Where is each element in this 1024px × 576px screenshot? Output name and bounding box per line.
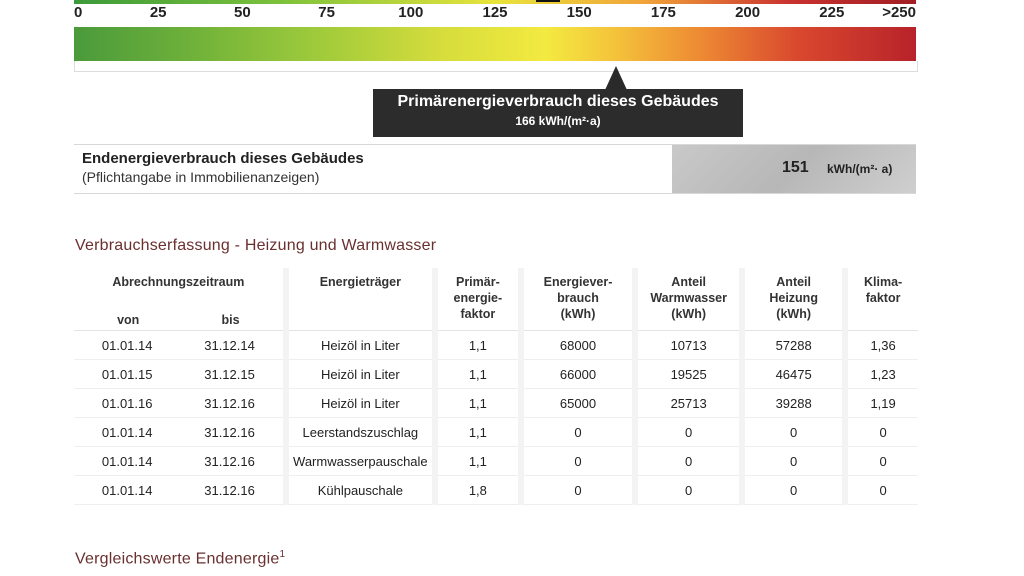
header-faktor: Primär- energie- faktor bbox=[431, 268, 521, 331]
cell-faktor: 1,1 bbox=[431, 446, 521, 476]
table-header-row: Abrechnungszeitraum von bis Energieträge… bbox=[74, 268, 918, 331]
cell-klima: 1,36 bbox=[842, 330, 918, 360]
section-title-vergleichswerte: Vergleichswerte Endenergie1 bbox=[75, 549, 286, 568]
cell-verbrauch: 66000 bbox=[517, 359, 636, 389]
cell-von: 01.01.14 bbox=[101, 424, 153, 440]
header-warmwasser: Anteil Warmwasser (kWh) bbox=[632, 268, 743, 331]
section-title-verbrauchserfassung: Verbrauchserfassung - Heizung und Warmwa… bbox=[75, 237, 437, 254]
cell-warmwasser: 0 bbox=[632, 446, 743, 476]
end-energy-row: Endenergieverbrauch dieses Gebäudes (Pfl… bbox=[74, 144, 916, 194]
cell-faktor: 1,1 bbox=[431, 388, 521, 418]
cell-traeger: Kühlpauschale bbox=[282, 475, 435, 505]
table-row: 01.01.15 31.12.15 Heizöl in Liter 1,1 66000 1… bbox=[74, 359, 918, 389]
cell-faktor: 1,8 bbox=[431, 475, 521, 505]
cell-von: 01.01.14 bbox=[101, 453, 153, 469]
end-energy-value-box: 151 kWh/(m²· a) bbox=[672, 145, 916, 193]
scale-tick-label: 150 bbox=[566, 4, 592, 21]
cell-verbrauch: 0 bbox=[517, 475, 636, 505]
cell-heizung: 57288 bbox=[739, 330, 846, 360]
end-energy-value: 151 bbox=[782, 159, 809, 176]
cell-warmwasser: 0 bbox=[632, 417, 743, 447]
cell-klima: 0 bbox=[842, 446, 918, 476]
cell-heizung: 0 bbox=[739, 446, 846, 476]
table-row: 01.01.14 31.12.16 Warmwasserpauschale 1,1 0 0… bbox=[74, 446, 918, 476]
cell-verbrauch: 0 bbox=[517, 417, 636, 447]
cell-traeger: Heizöl in Liter bbox=[282, 359, 435, 389]
header-bis: bis bbox=[221, 313, 240, 327]
cell-traeger: Heizöl in Liter bbox=[282, 388, 435, 418]
cell-bis: 31.12.14 bbox=[204, 337, 255, 353]
cell-traeger: Leerstandszuschlag bbox=[282, 417, 435, 447]
energy-scale-top-strip bbox=[74, 0, 916, 4]
primary-energy-pointer bbox=[605, 66, 627, 90]
cell-von: 01.01.15 bbox=[101, 366, 153, 382]
cell-faktor: 1,1 bbox=[431, 359, 521, 389]
scale-tick-label: 100 bbox=[398, 4, 424, 21]
table-row: 01.01.14 31.12.16 Kühlpauschale 1,8 0 0 0 0 bbox=[74, 475, 918, 505]
table-row: 01.01.14 31.12.14 Heizöl in Liter 1,1 68000 1… bbox=[74, 330, 918, 360]
cell-bis: 31.12.15 bbox=[204, 366, 255, 382]
primary-energy-title: Primärenergieverbrauch dieses Gebäudes bbox=[397, 93, 719, 110]
table-row: 01.01.16 31.12.16 Heizöl in Liter 1,1 65000 2… bbox=[74, 388, 918, 418]
scale-tick-label: 175 bbox=[650, 4, 676, 21]
cell-klima: 1,23 bbox=[842, 359, 918, 389]
cell-bis: 31.12.16 bbox=[204, 482, 255, 498]
header-traeger: Energieträger bbox=[282, 268, 435, 331]
scale-tick-label: 125 bbox=[482, 4, 508, 21]
scale-tick-label: 225 bbox=[819, 4, 845, 21]
scale-tick-label: 25 bbox=[149, 4, 167, 21]
header-period: Abrechnungszeitraum von bis bbox=[74, 268, 286, 331]
cell-von: 01.01.14 bbox=[101, 337, 153, 353]
table-row: 01.01.14 31.12.16 Leerstandszuschlag 1,1 0 0 0… bbox=[74, 417, 918, 447]
cell-warmwasser: 19525 bbox=[632, 359, 743, 389]
scale-tick-label: 0 bbox=[74, 4, 83, 21]
end-energy-unit: kWh/(m²· a) bbox=[827, 162, 893, 176]
scale-tick-label: 50 bbox=[234, 4, 251, 21]
cell-verbrauch: 68000 bbox=[517, 330, 636, 360]
cell-klima: 0 bbox=[842, 475, 918, 505]
cell-verbrauch: 0 bbox=[517, 446, 636, 476]
cell-klima: 0 bbox=[842, 417, 918, 447]
cell-faktor: 1,1 bbox=[431, 330, 521, 360]
cell-heizung: 0 bbox=[739, 417, 846, 447]
end-energy-title: Endenergieverbrauch dieses Gebäudes bbox=[82, 150, 364, 167]
cell-traeger: Heizöl in Liter bbox=[282, 330, 435, 360]
cell-heizung: 46475 bbox=[739, 359, 846, 389]
header-von: von bbox=[117, 313, 140, 327]
cell-verbrauch: 65000 bbox=[517, 388, 636, 418]
cell-heizung: 0 bbox=[739, 475, 846, 505]
end-energy-subtitle: (Pflichtangabe in Immobilienanzeigen) bbox=[82, 169, 320, 185]
cell-warmwasser: 0 bbox=[632, 475, 743, 505]
scale-tick-label: 75 bbox=[318, 4, 335, 21]
header-klima: Klima- faktor bbox=[842, 268, 918, 331]
cell-warmwasser: 10713 bbox=[632, 330, 743, 360]
scale-marker bbox=[536, 0, 560, 2]
cell-klima: 1,19 bbox=[842, 388, 918, 418]
consumption-table: Abrechnungszeitraum von bis Energieträge… bbox=[74, 268, 918, 505]
cell-von: 01.01.16 bbox=[101, 395, 153, 411]
cell-bis: 31.12.16 bbox=[204, 395, 255, 411]
cell-bis: 31.12.16 bbox=[204, 453, 255, 469]
cell-traeger: Warmwasserpauschale bbox=[282, 446, 435, 476]
cell-faktor: 1,1 bbox=[431, 417, 521, 447]
cell-heizung: 39288 bbox=[739, 388, 846, 418]
scale-tick-label: 200 bbox=[735, 4, 761, 21]
scale-tick-label: >250 bbox=[882, 4, 916, 21]
cell-warmwasser: 25713 bbox=[632, 388, 743, 418]
energy-scale-bar bbox=[74, 27, 916, 61]
header-verbrauch: Energiever- brauch (kWh) bbox=[517, 268, 636, 331]
scale-tick-labels: 0 25 50 75 100 125 150 175 200 225 >250 bbox=[74, 4, 916, 26]
scale-frame bbox=[74, 61, 918, 72]
cell-bis: 31.12.16 bbox=[204, 424, 255, 440]
cell-von: 01.01.14 bbox=[101, 482, 153, 498]
header-heizung: Anteil Heizung (kWh) bbox=[739, 268, 846, 331]
primary-energy-box: Primärenergieverbrauch dieses Gebäudes 1… bbox=[373, 89, 743, 137]
primary-energy-value: 166 kWh/(m²·a) bbox=[515, 114, 601, 128]
footnote-marker: 1 bbox=[279, 549, 286, 560]
